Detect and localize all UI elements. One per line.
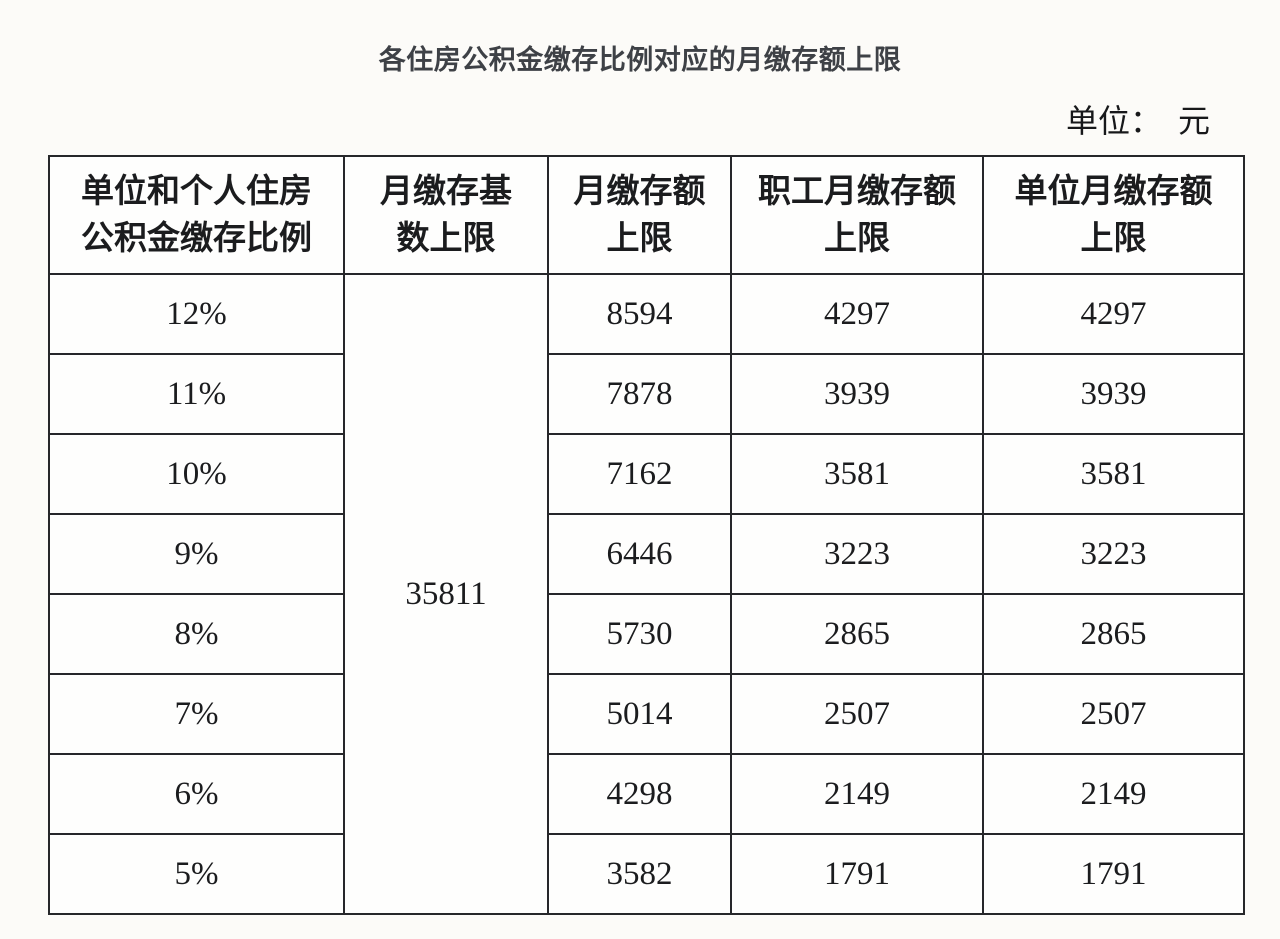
header-employee-limit: 职工月缴存额 上限 [730, 155, 984, 275]
page-title: 各住房公积金缴存比例对应的月缴存额上限 [378, 45, 902, 75]
table-row: 8% 5730 2865 2865 [48, 593, 1245, 675]
cell-monthly-limit: 7878 [547, 353, 732, 435]
cell-employer-limit: 3223 [982, 513, 1245, 595]
cell-monthly-limit: 5730 [547, 593, 732, 675]
cell-employee-limit: 2149 [730, 753, 984, 835]
cell-employee-limit: 3939 [730, 353, 984, 435]
table-row: 9% 6446 3223 3223 [48, 513, 1245, 595]
unit-label: 单位： 元 [1065, 103, 1210, 139]
table-row: 11% 7878 3939 3939 [48, 353, 1245, 435]
cell-monthly-limit: 3582 [547, 833, 732, 915]
table-row: 7% 5014 2507 2507 [48, 673, 1245, 755]
cell-ratio: 8% [48, 593, 345, 675]
cell-ratio: 6% [48, 753, 345, 835]
cell-monthly-limit: 8594 [547, 273, 732, 355]
cell-employer-limit: 1791 [982, 833, 1245, 915]
cell-monthly-limit: 7162 [547, 433, 732, 515]
cell-employee-limit: 2507 [730, 673, 984, 755]
cell-ratio: 7% [48, 673, 345, 755]
cell-monthly-limit: 6446 [547, 513, 732, 595]
header-base-limit: 月缴存基 数上限 [343, 155, 549, 275]
cell-employee-limit: 2865 [730, 593, 984, 675]
cell-monthly-limit: 5014 [547, 673, 732, 755]
cell-employer-limit: 2865 [982, 593, 1245, 675]
cell-employer-limit: 3939 [982, 353, 1245, 435]
cell-ratio: 10% [48, 433, 345, 515]
header-contribution-ratio: 单位和个人住房 公积金缴存比例 [48, 155, 345, 275]
cell-employer-limit: 2149 [982, 753, 1245, 835]
cell-ratio: 9% [48, 513, 345, 595]
cell-employer-limit: 4297 [982, 273, 1245, 355]
cell-employee-limit: 4297 [730, 273, 984, 355]
table-row: 12% 35811 8594 4297 4297 [48, 273, 1245, 915]
table-row: 10% 7162 3581 3581 [48, 433, 1245, 515]
header-monthly-limit: 月缴存额 上限 [547, 155, 732, 275]
cell-ratio: 11% [48, 353, 345, 435]
cell-base-limit-merged: 35811 [343, 273, 549, 915]
table-row: 5% 3582 1791 1791 [48, 833, 1245, 915]
header-row: 单位和个人住房 公积金缴存比例 月缴存基 数上限 月缴存额 上限 职工月缴存额 … [48, 155, 1245, 275]
cell-ratio: 12% [48, 273, 345, 355]
cell-ratio: 5% [48, 833, 345, 915]
cell-employee-limit: 3223 [730, 513, 984, 595]
cell-employer-limit: 3581 [982, 433, 1245, 515]
cell-monthly-limit: 4298 [547, 753, 732, 835]
cell-employee-limit: 3581 [730, 433, 984, 515]
cell-employer-limit: 2507 [982, 673, 1245, 755]
fund-cap-table: 单位和个人住房 公积金缴存比例 月缴存基 数上限 月缴存额 上限 职工月缴存额 … [48, 155, 1245, 915]
table-row: 6% 4298 2149 2149 [48, 753, 1245, 835]
cell-employee-limit: 1791 [730, 833, 984, 915]
header-employer-limit: 单位月缴存额 上限 [982, 155, 1245, 275]
